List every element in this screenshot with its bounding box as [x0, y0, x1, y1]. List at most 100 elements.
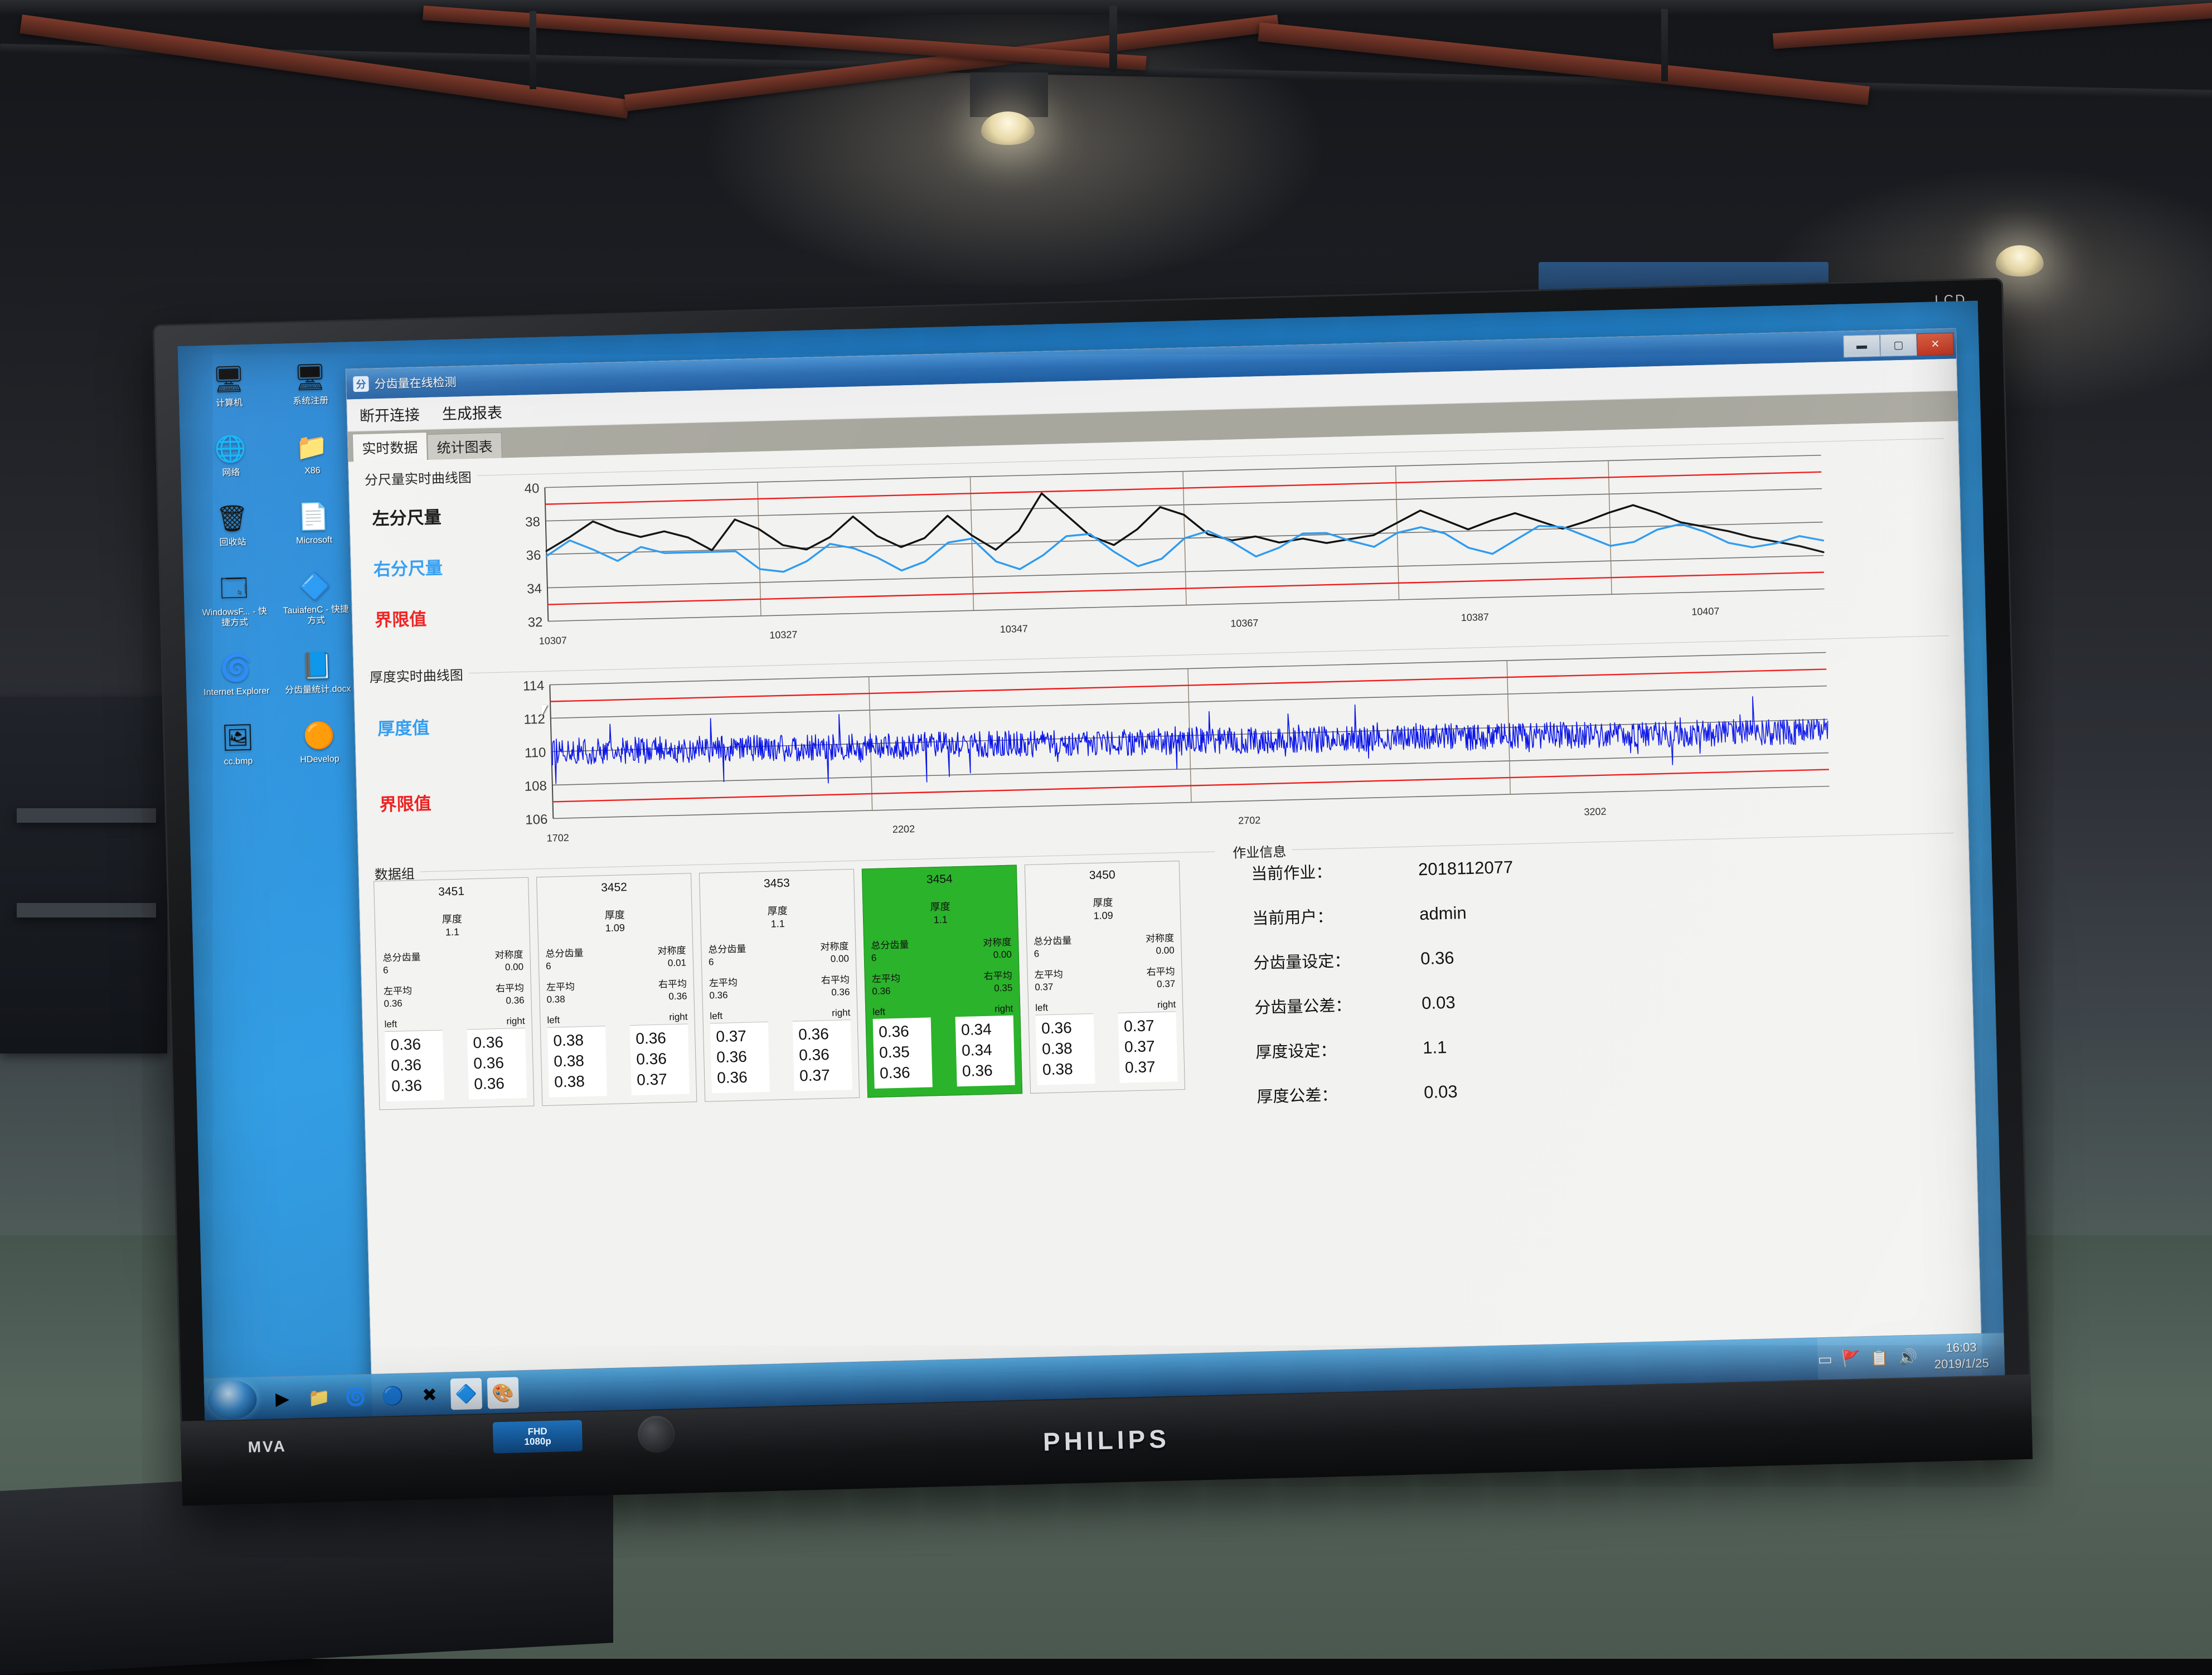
- card-value: 0.36: [799, 1045, 846, 1066]
- legend-thickness-value: 厚度值: [377, 712, 501, 740]
- desktop-icon-computer[interactable]: 🖥 计算机: [193, 362, 265, 410]
- x-axis-tick-label: 10327: [769, 629, 798, 641]
- card-value: 0.37: [1124, 1036, 1172, 1058]
- tray-app-icon[interactable]: 📋: [1870, 1348, 1890, 1367]
- card-id: 3451: [381, 883, 522, 900]
- desktop-icon-system-register[interactable]: 🖥 系统注册: [274, 360, 346, 408]
- tauiafenc-icon: 🔷: [298, 569, 333, 603]
- taskbar-clock[interactable]: 16:03 2019/1/25: [1926, 1339, 1997, 1372]
- clock-time: 16:03: [1934, 1339, 1989, 1357]
- computer-icon: 🖥: [211, 362, 246, 396]
- jobinfo-label: 分齿量设定：: [1253, 946, 1421, 974]
- jobinfo-title: 作业信息: [1233, 841, 1292, 862]
- tab-realtime-data[interactable]: 实时数据: [352, 432, 428, 462]
- svg-text:36: 36: [526, 548, 541, 564]
- desktop-icon-label: Microsoft: [278, 535, 350, 547]
- desktop-icon-label: 网络: [195, 467, 266, 479]
- desktop-icon-internet-explorer[interactable]: 🌀 Internet Explorer: [200, 651, 273, 699]
- desktop-icon-network[interactable]: 🌐 网络: [195, 431, 267, 479]
- panel-type-label: MVA: [248, 1438, 287, 1456]
- desktop-icon-windowsf-shortcut[interactable]: 🗔 WindowsF... - 快捷方式: [198, 571, 271, 629]
- chart2-legend: 厚度值 界限值: [368, 681, 504, 854]
- system-register-icon: 🖥: [292, 360, 327, 394]
- x-axis-tick-label: 2202: [892, 823, 915, 836]
- taskbar-media-app-icon[interactable]: 🔵: [377, 1380, 409, 1411]
- menu-item-generate-report[interactable]: 生成报表: [442, 401, 502, 424]
- jobinfo-row: 厚度设定：1.1: [1255, 1022, 1959, 1063]
- jobinfo-label: 当前作业：: [1251, 857, 1419, 885]
- taskbar-items: ▶ 📁 🌀 🔵 ✖ 🔷 🎨: [266, 1377, 519, 1414]
- card-value: 0.36: [880, 1062, 927, 1084]
- x-axis-tick-label: 10407: [1691, 605, 1720, 618]
- taskbar-paint-app-icon[interactable]: 🎨: [487, 1377, 519, 1409]
- app-logo-icon: 分: [353, 376, 369, 392]
- taskbar-explorer-folder-icon[interactable]: 📁: [303, 1381, 335, 1413]
- x-axis-tick-label: 10347: [1000, 623, 1029, 635]
- taskbar-halcon-app-icon[interactable]: 🔷: [450, 1378, 482, 1410]
- x-axis-tick-label: 3202: [1584, 806, 1607, 818]
- jobinfo-value: 0.03: [1424, 1082, 1458, 1103]
- taskbar-media-player-icon[interactable]: ▶: [266, 1382, 298, 1414]
- card-value: 0.36: [391, 1055, 438, 1076]
- windows-desktop[interactable]: 🖥 计算机 🖥 系统注册 🌐 网络 📁 X86: [178, 300, 2005, 1421]
- tab-statistics-chart[interactable]: 统计图表: [427, 433, 502, 460]
- jobinfo-value: 2018112077: [1418, 857, 1514, 880]
- taskbar-ie-browser-icon[interactable]: 🌀: [340, 1381, 372, 1412]
- desktop-icon-tauiafenc-shortcut[interactable]: 🔷 TauiafenC - 快捷方式: [279, 569, 352, 627]
- legend-left-measure: 左分尺量: [372, 502, 496, 530]
- jobinfo-label: 厚度设定：: [1255, 1035, 1423, 1063]
- card-left-label: left: [547, 1015, 560, 1027]
- svg-text:38: 38: [525, 514, 540, 530]
- tray-volume-icon[interactable]: 🔊: [1898, 1348, 1918, 1367]
- screen: 🖥 计算机 🖥 系统注册 🌐 网络 📁 X86: [178, 300, 2005, 1421]
- tray-network-icon[interactable]: ▭: [1817, 1350, 1832, 1369]
- card-value: 0.38: [553, 1030, 600, 1052]
- x-axis-tick-label: 10387: [1461, 611, 1490, 624]
- chart1-title: 分尺量实时曲线图: [364, 467, 477, 489]
- svg-text:114: 114: [523, 678, 545, 694]
- x-axis-tick-label: 10367: [1230, 617, 1259, 629]
- svg-text:40: 40: [524, 481, 539, 497]
- tray-flag-icon[interactable]: 🚩: [1841, 1349, 1861, 1368]
- window-controls: ▬ ▢ ✕: [1843, 333, 1954, 358]
- desktop-icon-word-doc[interactable]: 📘 分齿量统计.docx: [282, 649, 354, 697]
- card-value: 0.38: [554, 1071, 601, 1093]
- taskbar-visual-studio-icon[interactable]: ✖: [414, 1378, 445, 1410]
- windowsf-icon: 🗔: [216, 571, 251, 605]
- menu-item-disconnect[interactable]: 断开连接: [359, 402, 420, 426]
- jobinfo-label: 当前用户：: [1252, 901, 1420, 929]
- ceiling-lamp: [1996, 245, 2044, 276]
- desktop-icon-microsoft[interactable]: 📄 Microsoft: [278, 499, 350, 547]
- card-value: 0.36: [716, 1046, 764, 1068]
- desktop-icon-hdevelop[interactable]: 🟠 HDevelop: [283, 718, 356, 766]
- card-value: 0.36: [1041, 1018, 1089, 1040]
- maximize-button[interactable]: ▢: [1880, 333, 1917, 357]
- desktop-icon-recycle-bin[interactable]: 🗑 回收站: [196, 501, 269, 549]
- minimize-button[interactable]: ▬: [1843, 334, 1880, 358]
- desktop-icon-grid: 🖥 计算机 🖥 系统注册 🌐 网络 📁 X86: [193, 360, 365, 792]
- card-value: 0.37: [716, 1026, 763, 1047]
- hd-badge: FHD 1080p: [493, 1420, 583, 1453]
- start-button[interactable]: [207, 1380, 258, 1420]
- desktop-icon-x86[interactable]: 📁 X86: [276, 429, 348, 477]
- desktop-icon-cc-bmp[interactable]: 🖼 cc.bmp: [202, 720, 274, 768]
- close-button[interactable]: ✕: [1917, 333, 1954, 356]
